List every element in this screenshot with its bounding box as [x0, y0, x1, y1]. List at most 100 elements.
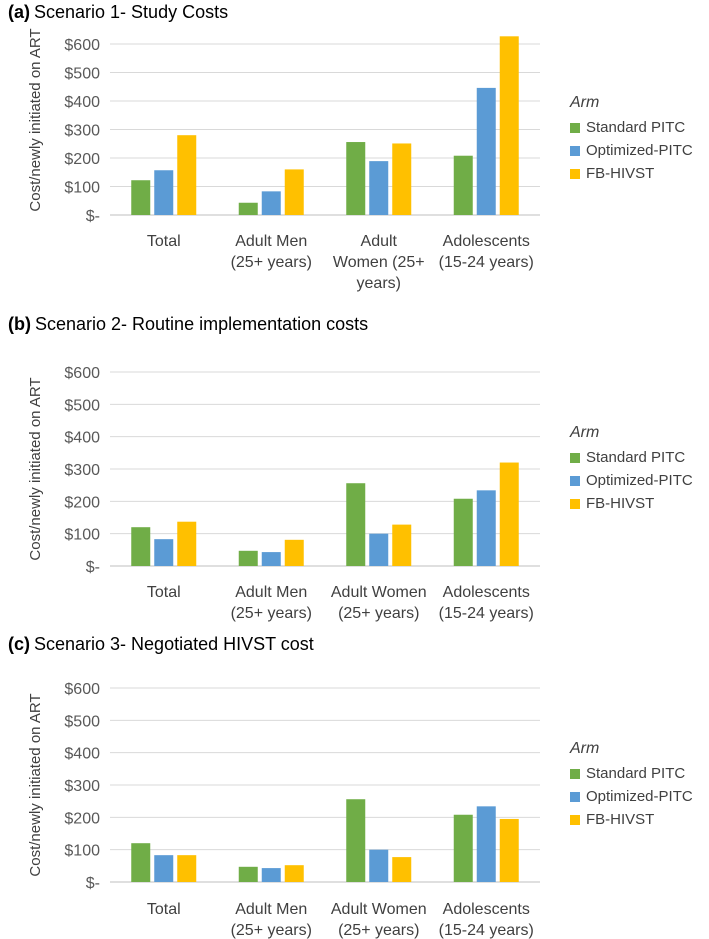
legend-swatch — [570, 168, 580, 179]
bar — [346, 483, 366, 566]
bar — [131, 180, 151, 215]
bar — [499, 462, 519, 566]
bar — [177, 855, 197, 882]
legend: Arm Standard PITC Optimized-PITC FB-HIVS… — [570, 94, 693, 185]
bar — [392, 857, 412, 882]
legend-item-standard-pitc: Standard PITC — [570, 762, 693, 785]
legend-label: Optimized-PITC — [586, 788, 693, 805]
y-tick-label: $100 — [64, 527, 100, 544]
legend-swatch — [570, 145, 580, 156]
bar — [238, 202, 258, 215]
y-tick-label: $600 — [64, 365, 100, 382]
bar — [177, 521, 197, 566]
x-tick-label: (15-24 years) — [439, 605, 534, 622]
x-tick-label: Adult Men — [235, 584, 307, 601]
x-tick-label: Adult Women — [331, 901, 427, 918]
legend-label: Optimized-PITC — [586, 472, 693, 489]
legend-swatch — [570, 498, 580, 509]
y-tick-label: $600 — [64, 681, 100, 698]
bar — [476, 490, 496, 566]
bar — [131, 843, 151, 882]
bar-chart: $- $100 $200 $300 $400 $500 $600 Cost/newly ini… — [27, 28, 540, 292]
chart-panel-b: (b) Scenario 2- Routine implementation co… — [0, 312, 709, 624]
y-tick-label: $- — [86, 208, 100, 225]
y-tick-label: $- — [86, 875, 100, 892]
chart-title: (c) Scenario 3- Negotiated HIVST cost — [8, 634, 314, 655]
x-tick-label: (15-24 years) — [439, 922, 534, 939]
legend-title: Arm — [570, 740, 600, 757]
y-tick-label: $400 — [64, 94, 100, 111]
legend-label: FB-HIVST — [586, 165, 655, 182]
bar — [284, 865, 304, 882]
legend-swatch — [570, 475, 580, 486]
x-tick-label: (25+ years) — [231, 605, 312, 622]
y-tick-label: $400 — [64, 430, 100, 447]
legend-item-optimized-pitc: Optimized-PITC — [570, 785, 693, 808]
x-tick-label: years) — [357, 275, 401, 292]
chart-panel-c: (c) Scenario 3- Negotiated HIVST cost $- $… — [0, 632, 709, 939]
y-tick-label: $500 — [64, 66, 100, 83]
x-tick-label: (15-24 years) — [439, 254, 534, 271]
x-tick-label: Total — [147, 901, 181, 918]
y-axis-label: Cost/newly initiated on ART — [27, 28, 44, 211]
bar — [154, 855, 174, 882]
bar — [392, 524, 412, 566]
legend-item-optimized-pitc: Optimized-PITC — [570, 139, 693, 162]
y-tick-label: $100 — [64, 180, 100, 197]
chart-title-text: Scenario 3- Negotiated HIVST cost — [34, 634, 314, 654]
y-axis-label: Cost/newly initiated on ART — [27, 377, 44, 560]
y-tick-label: $300 — [64, 462, 100, 479]
bar — [499, 36, 519, 216]
bar — [154, 539, 174, 566]
bar — [238, 866, 258, 882]
x-tick-label: Adolescents — [443, 584, 530, 601]
y-tick-label: $200 — [64, 810, 100, 827]
bar — [476, 806, 496, 882]
bar — [284, 539, 304, 566]
legend-item-standard-pitc: Standard PITC — [570, 116, 693, 139]
legend-swatch — [570, 791, 580, 802]
y-tick-label: $500 — [64, 713, 100, 730]
legend-label: Standard PITC — [586, 765, 686, 782]
legend-swatch — [570, 768, 580, 779]
x-tick-label: Adolescents — [443, 233, 530, 250]
legend-swatch — [570, 122, 580, 133]
bar — [238, 550, 258, 566]
bar — [369, 161, 389, 215]
legend-label: Standard PITC — [586, 449, 686, 466]
bar — [499, 818, 519, 882]
bar — [476, 87, 496, 215]
x-tick-label: Women (25+ — [333, 254, 425, 271]
y-tick-label: $200 — [64, 151, 100, 168]
y-tick-label: $100 — [64, 843, 100, 860]
x-tick-label: Adolescents — [443, 901, 530, 918]
chart-title: (a) Scenario 1- Study Costs — [8, 2, 228, 23]
bar — [369, 533, 389, 566]
bar-chart: $- $100 $200 $300 $400 $500 $600 Cost/newly ini… — [27, 365, 540, 622]
y-axis-label: Cost/newly initiated on ART — [27, 693, 44, 876]
bar — [346, 799, 366, 882]
y-tick-label: $400 — [64, 746, 100, 763]
panel-label: (b) — [8, 314, 31, 334]
legend-item-optimized-pitc: Optimized-PITC — [570, 469, 693, 492]
bar — [369, 849, 389, 882]
x-tick-label: (25+ years) — [231, 254, 312, 271]
bar — [261, 191, 281, 215]
x-tick-label: (25+ years) — [338, 605, 419, 622]
x-tick-label: Adult Men — [235, 901, 307, 918]
chart-title-text: Scenario 2- Routine implementation costs — [34, 314, 369, 334]
chart-title: (b) Scenario 2- Routine implementation co… — [8, 314, 368, 335]
x-tick-label: (25+ years) — [338, 922, 419, 939]
x-tick-label: Adult — [361, 233, 398, 250]
legend-swatch — [570, 452, 580, 463]
chart-panel-a: (a) Scenario 1- Study Costs $- $100 $200 $30… — [0, 0, 709, 305]
bar — [261, 552, 281, 566]
x-tick-label: Total — [147, 584, 181, 601]
legend-label: Optimized-PITC — [586, 142, 693, 159]
panel-label: (c) — [8, 634, 30, 654]
y-tick-label: $500 — [64, 397, 100, 414]
y-tick-label: $300 — [64, 123, 100, 140]
x-tick-label: Adult Men — [235, 233, 307, 250]
legend-item-fb-hivst: FB-HIVST — [570, 492, 693, 515]
bar — [284, 169, 304, 215]
